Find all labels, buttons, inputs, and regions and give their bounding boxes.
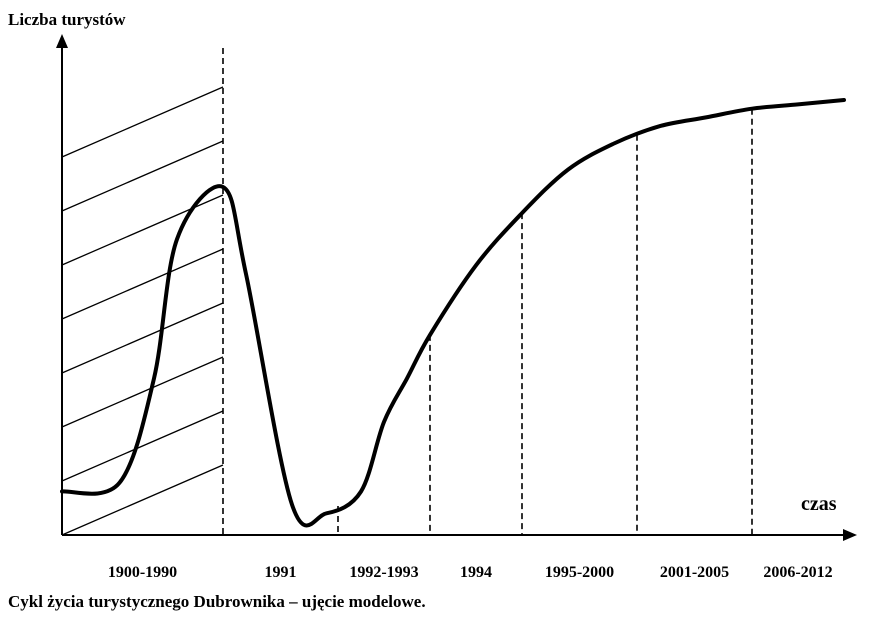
figure-caption: Cykl życia turystycznego Dubrownika – uj… [8, 592, 426, 611]
period-label: 2001-2005 [660, 564, 729, 581]
hatch-line [61, 194, 224, 266]
period-boundaries [222, 48, 753, 535]
period-label: 1994 [460, 564, 492, 581]
hatch-line [61, 302, 224, 374]
x-axis-label: czas [801, 493, 837, 515]
hatch-line [61, 248, 224, 320]
tourism-lifecycle-chart: Liczba turystów czas 1900-1990 1991 1992-1… [8, 10, 857, 581]
period-label: 1900-1990 [108, 564, 177, 581]
hatch-line [61, 140, 224, 212]
period-label: 2006-2012 [763, 564, 832, 581]
hatched-region [61, 86, 224, 536]
hatch-line [61, 464, 224, 536]
x-axis-arrow-icon [843, 529, 857, 541]
hatch-line [61, 410, 224, 482]
y-axis-label: Liczba turystów [8, 10, 126, 29]
hatch-line [61, 86, 224, 158]
hatch-line [61, 356, 224, 428]
period-label: 1992-1993 [349, 564, 418, 581]
period-label: 1991 [265, 564, 297, 581]
period-label: 1995-2000 [545, 564, 614, 581]
y-axis-arrow-icon [56, 34, 68, 48]
tourist-count-curve [60, 98, 846, 528]
period-labels: 1900-1990 1991 1992-1993 1994 1995-2000 2001-… [108, 564, 833, 581]
